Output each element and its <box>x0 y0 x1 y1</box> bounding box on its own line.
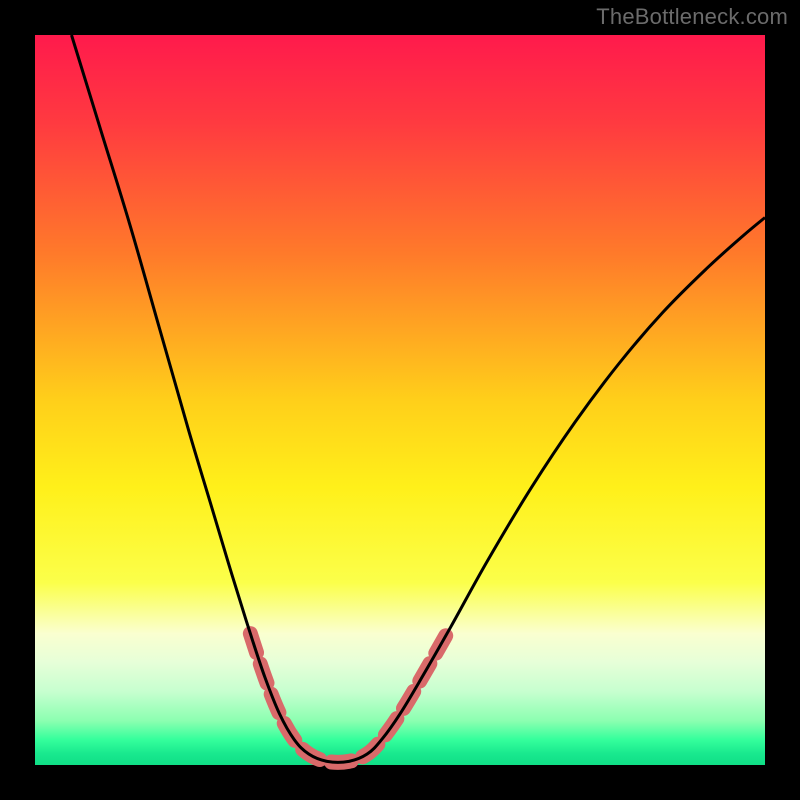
curve-layer <box>35 35 765 765</box>
main-curve <box>72 35 766 762</box>
highlight-path <box>250 626 451 762</box>
watermark-text: TheBottleneck.com <box>596 4 788 30</box>
plot-area <box>35 35 765 765</box>
chart-stage: TheBottleneck.com <box>0 0 800 800</box>
